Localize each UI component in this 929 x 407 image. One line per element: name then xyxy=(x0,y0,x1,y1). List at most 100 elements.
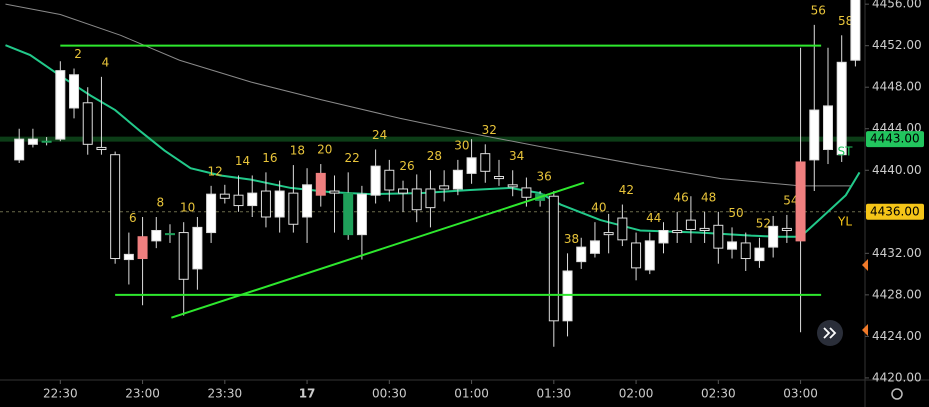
settings-icon[interactable] xyxy=(891,388,903,400)
bar-number: 30 xyxy=(454,138,469,152)
candle-body xyxy=(178,232,189,280)
y-tick-label: 4424.00 xyxy=(872,329,922,343)
bar-number: 12 xyxy=(207,164,222,178)
candle-body xyxy=(754,247,765,262)
bar-number: 50 xyxy=(728,206,743,220)
x-tick-label: 01:30 xyxy=(537,387,572,401)
candle-body xyxy=(562,270,573,322)
candle-body xyxy=(507,184,518,188)
bar-number: 14 xyxy=(235,154,250,168)
candle-body xyxy=(452,169,463,190)
candle-body xyxy=(425,188,436,209)
bar-number: 56 xyxy=(811,3,826,17)
bar-number: 42 xyxy=(619,183,634,197)
y-tick-label: 4448.00 xyxy=(872,80,922,94)
candle-body xyxy=(82,102,93,145)
bar-number: 2 xyxy=(74,47,82,61)
bar-number: 8 xyxy=(156,195,164,209)
marker xyxy=(862,259,868,271)
y-tick-label: 4428.00 xyxy=(872,287,922,301)
y-tick-label: 4432.00 xyxy=(872,246,922,260)
candle-body xyxy=(315,172,326,196)
bar-number: 54 xyxy=(783,193,798,207)
x-tick-label: 01:00 xyxy=(454,387,489,401)
button-icon xyxy=(823,327,837,339)
candle-body xyxy=(480,153,491,172)
bar-number: 4 xyxy=(102,55,110,69)
candle-body xyxy=(548,195,559,322)
x-tick-label: 02:30 xyxy=(701,387,736,401)
bar-number: 24 xyxy=(372,128,387,142)
candle-body xyxy=(576,246,587,263)
candle-body xyxy=(260,190,271,218)
price-label-bg xyxy=(866,131,924,148)
x-tick-label: 23:00 xyxy=(125,387,160,401)
candle-body xyxy=(219,193,230,199)
candle-body xyxy=(41,140,52,143)
candle-body xyxy=(672,229,683,234)
candle-body xyxy=(288,192,299,225)
x-tick-label: 02:00 xyxy=(619,387,654,401)
x-tick-label: 03:00 xyxy=(783,387,818,401)
candle-body xyxy=(658,229,669,244)
candle-body xyxy=(398,188,409,194)
bar-number: 32 xyxy=(482,123,497,137)
price-label: 4436.00 xyxy=(870,204,920,218)
bar-number: 52 xyxy=(756,216,771,230)
x-tick-label: 22:30 xyxy=(43,387,78,401)
candle-body xyxy=(370,165,381,196)
candle-body xyxy=(96,146,107,151)
candle-body xyxy=(110,154,121,260)
candle-body xyxy=(411,188,422,211)
indicator-tag: ST xyxy=(838,145,854,159)
candle-body xyxy=(233,194,244,207)
bar-number: 10 xyxy=(180,201,195,215)
candle-body xyxy=(617,217,628,241)
candle-body xyxy=(740,242,751,260)
candle-body xyxy=(466,157,477,174)
bar-number: 20 xyxy=(317,143,332,157)
x-tick-label: 00:30 xyxy=(372,387,407,401)
bar-number: 46 xyxy=(674,190,689,204)
bar-number: 18 xyxy=(290,144,305,158)
x-tick-label: 17 xyxy=(299,387,316,401)
candle-body xyxy=(781,227,792,231)
bar-number: 40 xyxy=(591,201,606,215)
gear[interactable] xyxy=(891,388,903,400)
candle-body xyxy=(685,219,696,230)
candle-body xyxy=(603,232,614,236)
price-label-bg xyxy=(866,203,924,220)
candle-body xyxy=(493,176,504,180)
candle-body xyxy=(343,192,354,236)
price-label: 4443.00 xyxy=(870,132,920,146)
marker xyxy=(862,324,868,336)
y-tick-label: 4452.00 xyxy=(872,38,922,52)
bar-number: 28 xyxy=(427,149,442,163)
candle-body xyxy=(27,138,38,145)
bar-number: 26 xyxy=(399,159,414,173)
trendline xyxy=(171,181,585,319)
bar-number: 58 xyxy=(838,14,853,28)
candle-body xyxy=(55,70,66,140)
candle-body xyxy=(439,185,450,190)
candle-body xyxy=(329,190,340,194)
y-tick-label: 4440.00 xyxy=(872,163,922,177)
candle-body xyxy=(247,192,258,207)
y-tick-label: 4456.00 xyxy=(872,0,922,11)
candle-body xyxy=(69,74,80,109)
candle-body xyxy=(206,193,217,234)
x-tick-label: 23:30 xyxy=(208,387,243,401)
scroll-button[interactable] xyxy=(817,320,843,346)
candle-body xyxy=(123,253,134,261)
candle-body xyxy=(727,241,738,250)
candle-body xyxy=(795,161,806,242)
candle-body xyxy=(850,0,861,61)
indicator-tag: YL xyxy=(837,215,852,229)
bar-number: 16 xyxy=(262,151,277,165)
candle-body xyxy=(384,169,395,191)
candle-body xyxy=(274,190,285,218)
bar-number: 44 xyxy=(646,211,661,225)
candle-body xyxy=(192,226,203,270)
